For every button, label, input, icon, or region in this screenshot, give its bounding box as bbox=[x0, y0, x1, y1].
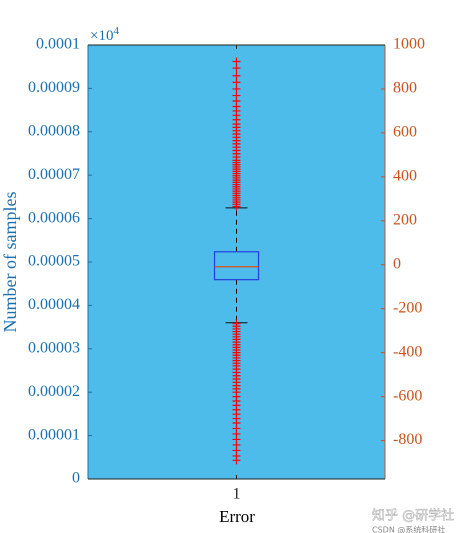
y2-tick-label: -800 bbox=[393, 431, 422, 448]
box bbox=[213, 251, 260, 281]
y2-tick-label: 200 bbox=[393, 211, 417, 228]
y-axis-label: Number of samples bbox=[0, 192, 20, 333]
y2-tick-label: -400 bbox=[393, 343, 422, 360]
x-axis-label: Error bbox=[219, 507, 255, 526]
y-tick-label: 0.00001 bbox=[28, 426, 80, 443]
watermark-small: CSDN @系统科研社 bbox=[372, 525, 445, 533]
y-tick-label: 0.00002 bbox=[28, 383, 80, 400]
y2-tick-label: -200 bbox=[393, 299, 422, 316]
outlier bbox=[232, 456, 241, 465]
y2-tick-label: 400 bbox=[393, 168, 417, 185]
y-tick-label: 0 bbox=[72, 470, 80, 487]
y2-tick-label: 600 bbox=[393, 124, 417, 141]
y-tick-label: 0.00009 bbox=[28, 79, 80, 96]
y-tick-label: 0.00006 bbox=[28, 209, 80, 226]
y2-tick-label: 800 bbox=[393, 80, 417, 97]
watermark: 知乎 @研学社 bbox=[372, 508, 454, 524]
y-tick-label: 0.00003 bbox=[28, 339, 80, 356]
y-tick-label: 0.00007 bbox=[28, 166, 80, 183]
y-tick-label: 0.0001 bbox=[36, 36, 80, 53]
y2-tick-label: 0 bbox=[393, 255, 401, 272]
exponent-power: 4 bbox=[113, 25, 119, 37]
y2-tick-label: 1000 bbox=[393, 36, 425, 53]
y2-tick-label: -600 bbox=[393, 387, 422, 404]
exponent-label: ×104 bbox=[90, 25, 119, 45]
x-tick-label: 1 bbox=[233, 486, 241, 503]
outlier bbox=[232, 57, 241, 66]
y-tick-label: 0.00008 bbox=[28, 122, 80, 139]
y-tick-label: 0.00005 bbox=[28, 253, 80, 270]
exponent-base: ×10 bbox=[90, 28, 113, 44]
outlier bbox=[232, 71, 241, 80]
y-tick-label: 0.00004 bbox=[28, 296, 80, 313]
